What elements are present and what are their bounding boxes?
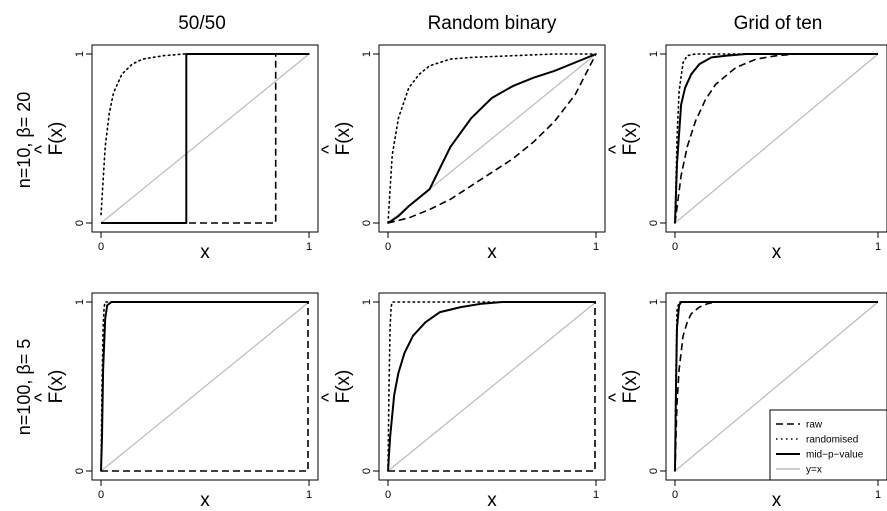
series-raw <box>387 53 597 224</box>
y-tick-label: 1 <box>648 51 660 57</box>
series-mid-p-value <box>387 301 596 472</box>
y-axis-label-hat: ^ <box>319 393 340 402</box>
series-mid-p-value <box>387 53 597 224</box>
x-axis-label: x <box>200 242 210 263</box>
plot-frame <box>378 44 606 233</box>
x-axis-label: x <box>487 242 497 263</box>
legend-label: randomised <box>806 435 858 446</box>
series-randomised <box>674 53 879 224</box>
y-tick-label: 1 <box>74 51 86 57</box>
y-tick-label: 0 <box>648 468 660 474</box>
series-mid-p-value <box>101 53 309 224</box>
column-title-1: 50/50 <box>178 13 226 34</box>
y-axis-label: F(x) <box>46 122 67 156</box>
x-tick-label: 1 <box>875 241 881 253</box>
y-tick-label: 0 <box>361 468 373 474</box>
series-y-x <box>674 53 879 224</box>
x-tick-label: 0 <box>672 241 678 253</box>
x-tick-label: 0 <box>98 489 104 501</box>
x-tick-label: 1 <box>306 489 312 501</box>
y-axis-label-hat: ^ <box>32 393 53 402</box>
series-mid-p-value <box>674 53 878 224</box>
plot-frame <box>378 292 606 481</box>
series-randomised <box>387 53 597 224</box>
y-tick-label: 0 <box>648 220 660 226</box>
series-y-x <box>674 301 879 472</box>
x-axis-label: x <box>200 490 210 511</box>
x-tick-label: 1 <box>593 241 599 253</box>
series-y-x <box>387 301 597 472</box>
plot-frame <box>91 44 319 233</box>
series-y-x <box>100 301 310 472</box>
legend-label: mid−p−value <box>806 450 864 461</box>
x-tick-label: 0 <box>385 489 391 501</box>
x-axis-label: x <box>772 242 782 263</box>
legend-label: y=x <box>806 465 822 476</box>
x-axis-label: x <box>487 490 497 511</box>
series-raw <box>101 53 309 224</box>
series-randomised <box>100 53 310 216</box>
panel-4: 0 1 0 1 x F(x)^ <box>32 292 319 511</box>
series-randomised <box>387 301 597 472</box>
series-mid-p-value <box>674 301 878 472</box>
legend-label: raw <box>806 420 823 431</box>
panel-2: 0 1 0 1 x F(x)^ <box>319 44 606 263</box>
y-tick-label: 1 <box>74 299 86 305</box>
y-tick-label: 0 <box>361 220 373 226</box>
panel-1: 0 1 0 1 x F(x)^ <box>32 44 319 263</box>
x-tick-label: 1 <box>593 489 599 501</box>
row-label-1: n=10, β= 20 <box>14 92 34 188</box>
column-title-2: Random binary <box>428 13 557 34</box>
x-tick-label: 1 <box>306 241 312 253</box>
y-tick-label: 1 <box>648 299 660 305</box>
y-axis-label: F(x) <box>620 370 641 404</box>
panel-5: 0 1 0 1 x F(x)^ <box>319 292 606 511</box>
y-tick-label: 0 <box>74 468 86 474</box>
y-tick-label: 0 <box>74 220 86 226</box>
panel-3: 0 1 0 1 x F(x)^ <box>606 44 887 263</box>
y-tick-label: 1 <box>361 51 373 57</box>
plot-frame <box>91 292 319 481</box>
plot-frame <box>665 44 887 233</box>
y-tick-label: 1 <box>361 299 373 305</box>
series-y-x <box>100 53 310 224</box>
y-axis-label: F(x) <box>333 122 354 156</box>
row-label-2: n=100, β= 5 <box>14 339 34 435</box>
y-axis-label-hat: ^ <box>319 145 340 154</box>
y-axis-label: F(x) <box>333 370 354 404</box>
x-tick-label: 1 <box>875 489 881 501</box>
series-mid-p-value <box>100 301 309 472</box>
x-tick-label: 0 <box>672 489 678 501</box>
x-axis-label: x <box>772 490 782 511</box>
y-axis-label: F(x) <box>46 370 67 404</box>
y-axis-label-hat: ^ <box>606 393 627 402</box>
y-axis-label-hat: ^ <box>606 145 627 154</box>
column-title-3: Grid of ten <box>734 13 823 34</box>
legend: raw randomised mid−p−value y=x <box>769 409 887 481</box>
y-axis-label-hat: ^ <box>32 145 53 154</box>
x-tick-label: 0 <box>98 241 104 253</box>
y-axis-label: F(x) <box>620 122 641 156</box>
x-tick-label: 0 <box>385 241 391 253</box>
